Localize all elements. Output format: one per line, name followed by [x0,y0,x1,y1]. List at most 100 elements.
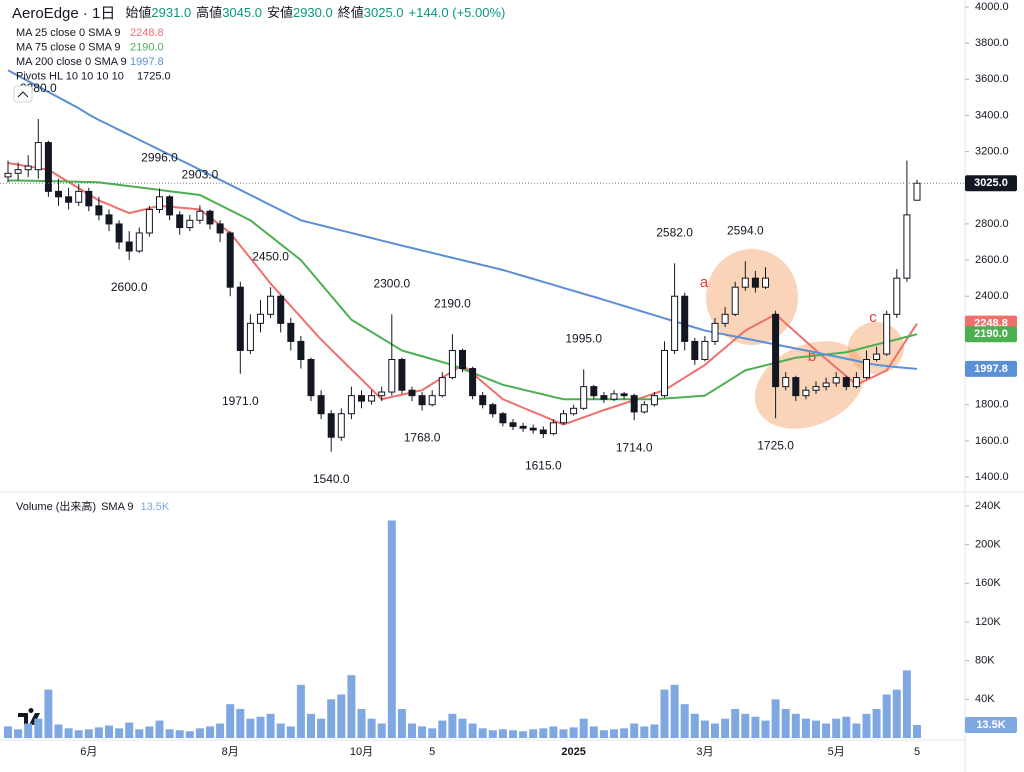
candle-body [913,182,921,201]
y-tick-label: 1600.0 [975,435,1009,447]
pivot-label: 2600.0 [111,280,148,294]
volume-bar [640,726,649,738]
pivot-label: 1768.0 [404,431,441,445]
volume-bar [448,713,457,738]
candle-body [681,295,689,342]
candle-body [388,359,396,393]
volume-bar [236,709,245,738]
volume-bar [680,704,689,738]
legend-value: 2248.8 [130,27,164,39]
candle-body [751,277,759,288]
volume-badge: 13.5K [976,719,1005,731]
candle-body [731,286,739,315]
legend-name: Pivots HL 10 10 10 10 [16,70,124,82]
volume-bar [539,728,548,738]
collapse-button[interactable] [13,85,33,103]
quote-value: 2930.0 [293,5,333,20]
last-price-badge-bg [965,175,1017,192]
volume-name: Volume (出来高) [16,499,96,513]
candle-body [236,286,244,351]
highlight-ellipse [754,341,866,429]
candle-body [560,413,567,424]
ma-badge-bg [965,326,1017,343]
volume-bar [660,689,669,738]
volume-bar [34,718,43,738]
x-tick-label: 5月 [828,746,845,758]
volume-bar [418,726,427,738]
candle-body [873,353,881,361]
candle-body [398,359,406,391]
candle-body [580,386,588,409]
volume-bar [529,729,538,738]
y2-tick-label: 120K [975,616,1001,628]
volume-bar [761,720,770,738]
y-tick-label: 3400.0 [975,109,1009,121]
volume-bar [337,694,346,738]
legend-value: 2190.0 [130,41,164,53]
pivot-label: 2190.0 [434,296,471,310]
candle-body [852,377,860,388]
candle-body [246,322,254,351]
y2-tick-label: 240K [975,500,1001,512]
candle-body [65,196,73,203]
volume-bar [165,729,174,738]
volume-bar [226,704,235,738]
volume-bar [902,670,911,738]
candle-body [24,165,32,171]
candle-body [307,359,315,397]
x-tick-label: 5 [429,746,435,758]
candle-body [4,172,12,178]
candle-body [44,142,52,192]
candle-body [539,429,547,435]
volume-bar [478,728,487,738]
candle-body [206,210,214,225]
volume-bar [105,725,113,738]
volume-bar [195,728,204,738]
pivot-label: 2300.0 [373,276,410,290]
y-tick-label: 3200.0 [975,146,1009,158]
collapse-icon [17,91,29,98]
volume-bar [175,730,184,738]
candle-body [479,395,487,406]
quote-label: 安値 [267,5,293,20]
candle-body [762,277,769,288]
volume-bar [711,723,719,738]
volume-bar [509,730,517,738]
ma-badge: 1997.8 [974,363,1008,375]
candle-body [661,349,668,397]
header-legend: AeroEdge · 1日 始値2931.0 高値3045.0 安値2930.0 終値3… [12,5,505,22]
volume-bar [721,718,730,738]
volume-bar [74,730,83,738]
candle-body [115,223,123,243]
volume-bar [690,713,699,738]
annotation-label: a [700,274,709,291]
volume-bar [266,713,275,738]
volume-bar [892,689,901,738]
volume-bar [862,713,871,738]
candle-body [135,232,143,252]
volume-bar [620,728,629,738]
volume-bar [327,699,336,738]
volume-bar [519,731,528,738]
volume-bar [842,716,851,738]
candle-body [822,382,830,388]
volume-bar [185,731,194,738]
volume-bar [14,729,23,738]
y-tick-label: 2600.0 [975,254,1009,266]
volume-bar [458,718,467,738]
candle-body [903,214,911,279]
volume-bar [44,689,53,738]
volume-bar [276,723,285,738]
volume-legend: Volume (出来高) SMA 9 13.5K [16,499,170,513]
volume-bar [408,723,416,738]
volume-bar [4,726,12,738]
candle-body [792,377,800,397]
candle-body [489,404,497,415]
candle-body [408,389,416,397]
candle-body [590,386,598,397]
volume-bar [256,716,265,738]
change: +144.0 (+5.00%) [409,5,506,20]
volume-bar [115,728,124,738]
legend-name: MA 200 close 0 SMA 9 [16,56,127,68]
